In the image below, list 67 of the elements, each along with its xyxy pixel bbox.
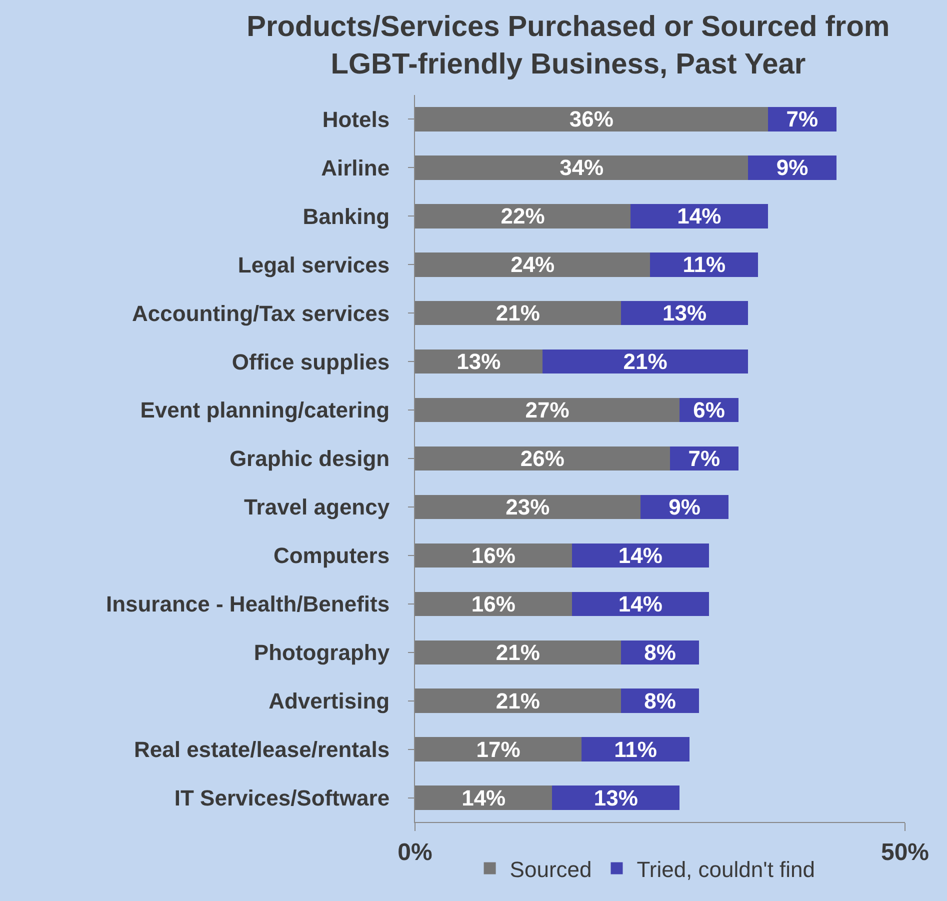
data-label: 14% xyxy=(618,591,662,616)
data-label: 21% xyxy=(496,300,540,326)
data-label: 16% xyxy=(471,591,516,616)
data-label: 14% xyxy=(462,785,506,810)
data-label: 11% xyxy=(682,252,726,278)
bar xyxy=(415,300,621,326)
bar xyxy=(415,156,748,180)
y-tick-label: Airline xyxy=(321,155,390,180)
bar xyxy=(630,204,768,228)
data-label: 13% xyxy=(662,300,707,326)
bar xyxy=(415,688,621,713)
data-label: 9% xyxy=(668,494,700,520)
data-label: 11% xyxy=(614,736,657,762)
data-label: 7% xyxy=(688,446,720,471)
data-label: 21% xyxy=(496,688,540,714)
y-tick-label: Graphic design xyxy=(229,446,390,472)
data-label: 27% xyxy=(525,398,570,423)
y-tick-label: Real estate/lease/rentals xyxy=(134,737,390,762)
data-label: 26% xyxy=(520,446,564,471)
data-label: 21% xyxy=(496,640,540,665)
data-label: 16% xyxy=(471,542,516,568)
y-tick-label: Hotels xyxy=(322,106,390,132)
bar xyxy=(415,786,552,810)
data-label: 6% xyxy=(693,398,725,423)
bar xyxy=(415,737,582,762)
data-label: 14% xyxy=(618,542,662,568)
y-tick-label: Travel agency xyxy=(244,494,390,520)
bar xyxy=(415,398,680,422)
data-label: 21% xyxy=(623,349,668,374)
data-label: 9% xyxy=(776,155,808,180)
data-label: 14% xyxy=(677,204,722,229)
x-tick-label: 50% xyxy=(880,838,930,866)
x-tick-label: 0% xyxy=(398,838,432,866)
chart-title: Products/Services Purchased or Sourced from LGBT-friendly Business, Past Year xyxy=(246,11,890,81)
bar xyxy=(415,107,768,132)
y-tick-label: Office supplies xyxy=(232,349,390,374)
legend-label: Sourced xyxy=(510,856,592,882)
bar xyxy=(415,446,670,471)
data-label: 13% xyxy=(594,785,638,810)
bar xyxy=(415,543,572,568)
y-tick-label: Photography xyxy=(254,640,390,666)
data-label: 17% xyxy=(476,736,520,762)
y-tick-label: Banking xyxy=(302,204,390,229)
data-label: 8% xyxy=(644,688,676,714)
y-tick-label: Advertising xyxy=(268,688,390,714)
y-tick-label: IT Services/Software xyxy=(174,785,390,810)
bar xyxy=(415,640,621,664)
bar xyxy=(542,349,748,374)
data-label: 24% xyxy=(510,252,555,278)
data-label: 8% xyxy=(644,640,676,665)
bar xyxy=(552,786,680,810)
bar xyxy=(415,494,640,520)
bar xyxy=(415,592,572,616)
bar xyxy=(415,204,631,228)
y-tick-label: Accounting/Tax services xyxy=(132,300,390,326)
data-label: 23% xyxy=(506,494,550,520)
data-label: 7% xyxy=(786,106,818,132)
data-label: 22% xyxy=(500,204,545,229)
data-label: 13% xyxy=(456,349,501,374)
y-tick-label: Computers xyxy=(273,543,390,568)
data-label: 34% xyxy=(560,155,604,180)
bar xyxy=(415,252,650,277)
data-label: 36% xyxy=(569,106,614,132)
y-tick-label: Legal services xyxy=(238,252,390,278)
y-tick-label: Event planning/catering xyxy=(140,398,390,423)
legend-label: Tried, couldn't find xyxy=(636,856,816,882)
y-tick-label: Insurance - Health/Benefits xyxy=(106,592,390,617)
